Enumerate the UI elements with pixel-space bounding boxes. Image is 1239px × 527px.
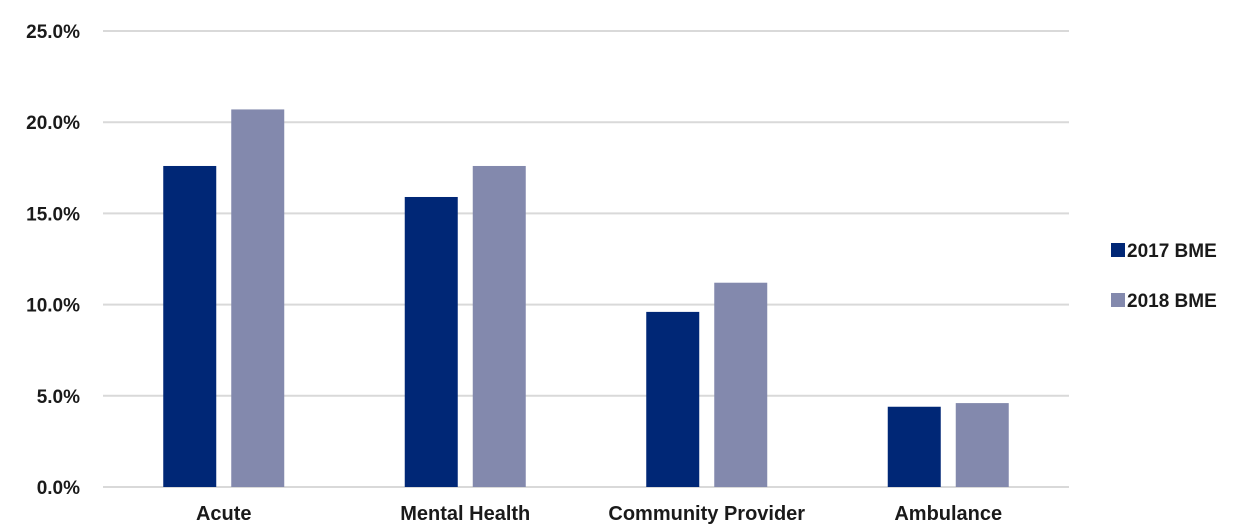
x-tick-label: Ambulance [894, 503, 1002, 525]
bar-2018-bme [472, 165, 526, 487]
x-tick-label: Acute [196, 503, 252, 525]
bar-2017-bme [163, 165, 217, 487]
bar-2017-bme [887, 406, 941, 487]
legend-label: 2017 BME [1127, 241, 1217, 262]
y-tick-label: 25.0% [26, 22, 80, 43]
bar-2017-bme [646, 311, 700, 487]
y-tick-label: 10.0% [26, 296, 80, 317]
legend-swatch [1111, 293, 1125, 307]
bar-2018-bme [714, 282, 768, 487]
bar-2017-bme [404, 196, 458, 487]
legend-label: 2018 BME [1127, 291, 1217, 312]
y-tick-label: 0.0% [37, 478, 80, 499]
bar-2018-bme [231, 109, 285, 487]
x-tick-label: Mental Health [400, 503, 530, 525]
y-tick-label: 20.0% [26, 113, 80, 134]
y-tick-label: 15.0% [26, 204, 80, 225]
bar-2018-bme [955, 403, 1009, 487]
x-tick-label: Community Provider [608, 503, 805, 525]
y-tick-label: 5.0% [37, 387, 80, 408]
legend-swatch [1111, 243, 1125, 257]
